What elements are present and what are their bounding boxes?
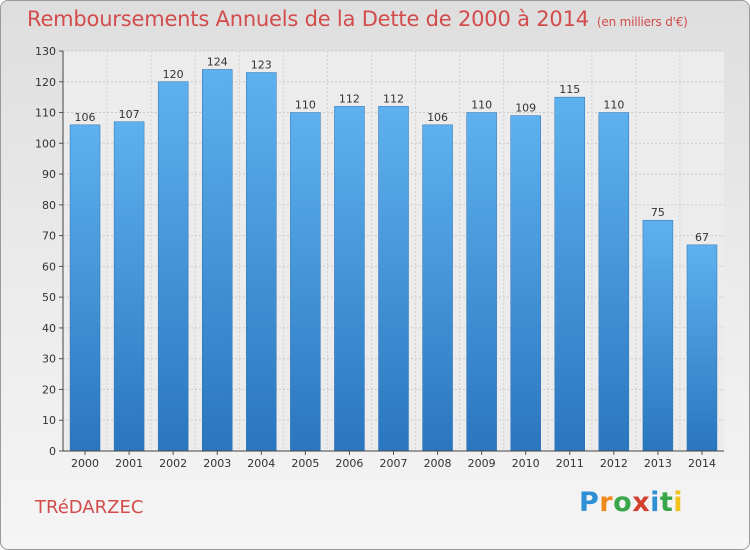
data-label-2003: 124 [207,55,228,68]
bar-2002 [157,81,189,452]
data-label-2001: 107 [119,108,140,121]
y-tick-label: 50 [42,291,56,304]
x-tick-label-2000: 2000 [71,457,99,470]
logo-letter: o [613,487,633,518]
bar-2013 [642,219,674,452]
x-tick-label-2003: 2003 [203,457,231,470]
x-tick-label-2006: 2006 [335,457,363,470]
proxiti-logo: Proxiti [579,487,683,518]
bar-2006 [334,106,365,452]
y-tick-label: 70 [42,230,56,243]
axes: 0 10 20 30 40 50 60 70 80 90 100 110 120 130 2000 2001 2… [35,45,724,470]
y-tick-label: 100 [35,137,56,150]
y-tick-label: 60 [42,260,56,273]
x-tick-label-2005: 2005 [291,457,319,470]
commune-name: TRéDARZEC [35,497,144,518]
x-tick-label-2011: 2011 [556,457,584,470]
y-tick-label: 80 [42,199,56,212]
x-tick-label-2010: 2010 [512,457,540,470]
y-tick-label: 0 [49,445,56,458]
bar-2005 [290,112,321,452]
x-tick-label-2014: 2014 [688,457,716,470]
bar-2012 [598,112,630,452]
bar-2003 [202,69,233,452]
x-tick-label-2013: 2013 [644,457,672,470]
data-label-2006: 112 [339,92,360,105]
chart-title-text: Remboursements Annuels de la Dette de 20… [27,7,589,31]
x-tick-label-2007: 2007 [380,457,408,470]
logo-letter: P [579,487,600,518]
data-label-2007: 112 [383,92,404,105]
bars [69,69,718,452]
data-label-2000: 106 [75,111,96,124]
bar-2010 [510,115,541,452]
x-tick-label-2012: 2012 [600,457,628,470]
bar-2000 [69,124,101,452]
bar-2007 [378,106,409,452]
y-tick-label: 40 [42,322,56,335]
bar-2009 [466,112,497,452]
data-label-2004: 123 [251,59,272,72]
y-tick-label: 130 [35,45,56,58]
data-label-2014: 67 [695,231,709,244]
data-label-2008: 106 [427,111,448,124]
y-tick-label: 90 [42,168,56,181]
data-labels: 106 107 120 124 123 110 112 112 106 110 109 115 110 7… [75,55,709,243]
data-label-2010: 109 [515,102,536,115]
data-label-2011: 115 [559,83,580,96]
y-tick-label: 110 [35,107,56,120]
logo-letter: i [650,487,660,518]
bar-2014 [686,244,718,452]
bar-2001 [113,121,145,452]
logo-letter: i [673,487,684,518]
y-tick-label: 20 [42,383,56,396]
data-label-2005: 110 [295,99,316,112]
x-tick-label-2004: 2004 [247,457,275,470]
x-tick-label-2009: 2009 [468,457,496,470]
data-label-2002: 120 [163,68,184,81]
data-label-2012: 110 [603,99,624,112]
data-label-2009: 110 [471,99,492,112]
chart-title: Remboursements Annuels de la Dette de 20… [27,7,688,31]
y-tick-label: 30 [42,353,56,366]
data-label-2013: 75 [651,206,665,219]
x-tick-label-2008: 2008 [424,457,452,470]
chart-unit-note: (en milliers d'€) [596,15,688,29]
logo-letter: r [599,487,614,518]
logo-letter: t [659,487,674,518]
bar-2008 [422,124,453,452]
bar-2004 [246,72,277,452]
y-tick-label: 10 [42,414,56,427]
bar-2011 [554,96,585,452]
y-tick-label: 120 [35,76,56,89]
x-tick-label-2002: 2002 [159,457,187,470]
logo-letter: x [632,487,651,518]
x-tick-label-2001: 2001 [115,457,143,470]
